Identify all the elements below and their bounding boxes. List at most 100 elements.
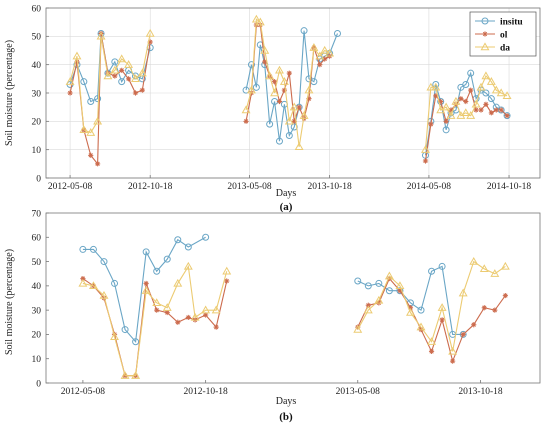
panel-b-series-insitu [79,233,467,346]
panel-a-insitu-point [275,137,283,145]
panel-a-ol-point [488,110,494,116]
panel-a-ol-point [504,113,510,119]
panel-a-da-point [426,82,436,91]
panel-a-da-point [251,14,261,23]
panel-a-da-point [496,88,506,97]
panel-a-da-point [96,31,106,40]
panel-a-da-point [461,108,471,117]
panel-b-ol-point [460,331,466,338]
panel-b-insitu-point [354,277,362,285]
panel-b-da-point [437,303,447,311]
panel-a-da-point [421,145,430,153]
panel-a-da-point [270,88,280,97]
panel-a-ol-point [493,107,499,113]
chart-panel-b: (b) Days Soil moisture (percentage) 0 10 2… [4,209,541,423]
panel-b-ylabel: Soil moisture (percentage) [4,249,15,355]
panel-b-da-point [479,264,489,273]
panel-b-da-point [490,269,500,277]
panel-a-da-line [69,33,151,134]
panel-a-da-point [247,85,256,94]
panel-b-series-ol [80,275,508,379]
panel-b-da-point [395,281,405,290]
panel-a-insitu-point [266,120,274,128]
panel-b-ol-point [365,302,371,308]
panel-a-da-point [117,54,127,63]
panel-a-ol-point [438,98,444,105]
panel-a-da-point [275,65,284,74]
panel-a-ol-point [443,118,449,124]
panel-a-ol-line [69,33,151,166]
panel-b-da-point [448,346,458,355]
panel-a-da-point [279,77,289,85]
panel-a-insitu-point [462,81,470,88]
panel-b-ytick-label: 50 [32,258,42,268]
panel-b-da-point [469,256,479,265]
panel-a-insitu-point [94,95,102,103]
panel-b-da-point [120,371,130,379]
panel-a-xtick-label: 2014-10-18 [487,182,532,192]
panel-a-ol-point [483,101,489,107]
panel-b-da-line [357,260,506,352]
legend-da-marker [480,42,490,51]
panel-a-xtick-label: 2012-10-18 [128,182,173,192]
panel-a-ytick-label: 40 [32,61,42,71]
panel-a-da-point [481,71,491,80]
panel-b-ol-point [407,305,414,311]
panel-a-da-point [471,99,481,108]
panel-b-insitu-point [153,267,161,275]
panel-b-da-line [82,264,228,377]
panel-a-da-point [130,74,140,83]
panel-a-insitu-point [442,126,450,134]
panel-a-da-point [451,96,461,105]
panel-b-da-point [141,286,151,294]
panel-a-series-ol [67,22,510,167]
panel-a-da-point [491,85,501,94]
panel-a-ytick-label: 60 [32,4,42,14]
panel-b-insitu-point [142,248,150,256]
panel-a-ol-point [286,70,292,76]
panel-b-insitu-point [364,282,372,290]
panel-b-xtick-label: 2012-10-18 [183,387,228,397]
panel-a-insitu-point [467,69,475,77]
panel-b-da-point [162,303,172,311]
panel-a-da-point [145,28,155,37]
panel-a-da-point [86,128,96,136]
panel-b-series-da [78,256,510,379]
panel-b-ytick-label: 10 [32,355,42,365]
panel-b-ytick-label: 70 [32,209,42,219]
panel-a-da-point [65,77,75,85]
panel-a-da-point [93,116,103,125]
legend-insitu-marker [481,17,489,25]
panel-b-da-point [406,307,415,316]
panel-a-da-point [431,82,441,91]
chart-panel-a: (a) Days Soil moisture (percentage) 0 10 2… [4,4,541,213]
panel-a-da-point [315,51,325,60]
panel-b-ol-point [154,307,160,313]
panel-a-ol-point [448,107,454,113]
panel-b-da-point [201,305,211,314]
panel-a-insitu-point [482,89,490,97]
panel-a-da-point [304,85,314,94]
panel-b-xlabel: Days [276,396,297,407]
panel-a-xtick-label: 2012-05-08 [48,182,93,192]
panel-a-da-point [110,65,120,74]
panel-a-ol-point [422,158,429,164]
panel-a-ol-point [498,107,504,113]
panel-a-ytick-label: 50 [32,33,42,43]
panel-b-ol-point [213,324,219,330]
panel-a-ol-point [281,87,287,93]
panel-b-da-point [458,288,468,297]
panel-b-ol-point [185,314,191,321]
panel-a-ol-point [132,90,139,96]
panel-b-ol-point [80,275,86,282]
panel-b-xtick-label: 2013-10-18 [458,387,503,397]
panel-a-insitu-point [300,27,308,35]
panel-a-da-point [294,142,304,151]
panel-b-ol-point [481,305,487,311]
panel-b-insitu-point [111,279,119,287]
panel-b-ol-point [203,312,209,318]
panel-a-ol-point [125,76,132,82]
panel-b-da-point [183,261,193,270]
panel-b-insitu-point [79,245,87,253]
